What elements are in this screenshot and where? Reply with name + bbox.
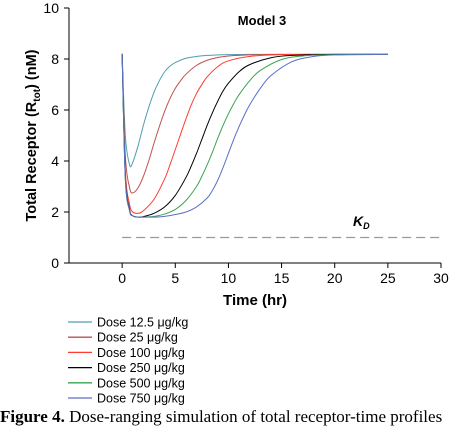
kd-label-main: K: [353, 213, 364, 229]
chart-title: Model 3: [238, 13, 286, 28]
y-axis-label-main: Total Receptor (R: [24, 101, 40, 221]
x-tick-label: 5: [171, 270, 179, 286]
y-axis-label: Total Receptor (Rtot) (nM): [24, 49, 43, 221]
chart-marks: [121, 53, 441, 239]
x-tick-label: 25: [380, 270, 396, 286]
legend-label-2: Dose 25 μg/kg: [97, 331, 178, 345]
series-line-5: [121, 53, 388, 218]
x-axis-label: Time (hr): [223, 292, 287, 309]
y-tick-label: 0: [51, 255, 59, 271]
axes: 0 2 4 6 8 10 0 5 10 15 20 25 30: [43, 0, 449, 286]
legend-label-1: Dose 12.5 μg/kg: [97, 316, 188, 330]
series-line-3: [121, 53, 388, 214]
series-line-6: [121, 53, 388, 218]
series-line-4: [121, 53, 388, 218]
kd-label: KD: [353, 213, 370, 231]
figure-caption: Figure 4. Dose-ranging simulation of tot…: [0, 406, 474, 428]
x-tick-label: 0: [118, 270, 126, 286]
y-tick-label: 8: [51, 51, 59, 67]
legend-label-3: Dose 100 μg/kg: [97, 346, 185, 360]
series-line-1: [121, 53, 388, 168]
figure-caption-number: Figure 4.: [0, 407, 65, 426]
x-tick-label: 10: [221, 270, 237, 286]
chart: 0 2 4 6 8 10 0 5 10 15 20 25 30 Model 3 Time (hr) Tota…: [24, 0, 449, 406]
y-tick-label: 10: [43, 0, 59, 16]
figure-caption-text: Dose-ranging simulation of total recepto…: [64, 407, 443, 426]
y-tick-label: 6: [51, 102, 59, 118]
x-tick-label: 20: [327, 270, 343, 286]
y-axis-label-end: ) (nM): [24, 49, 40, 89]
legend-label-4: Dose 250 μg/kg: [97, 361, 185, 375]
x-tick-label: 30: [433, 270, 449, 286]
kd-label-subscript: D: [363, 221, 370, 231]
legend-label-6: Dose 750 μg/kg: [97, 392, 185, 406]
legend-label-5: Dose 500 μg/kg: [97, 376, 185, 390]
chart-labels: Model 3 Time (hr) Total Receptor (Rtot) (n…: [24, 13, 370, 309]
series-line-2: [121, 53, 388, 194]
y-tick-label: 4: [51, 153, 59, 169]
x-tick-label: 15: [274, 270, 290, 286]
y-tick-label: 2: [51, 204, 59, 220]
y-axis-label-subscript: tot: [32, 88, 43, 101]
